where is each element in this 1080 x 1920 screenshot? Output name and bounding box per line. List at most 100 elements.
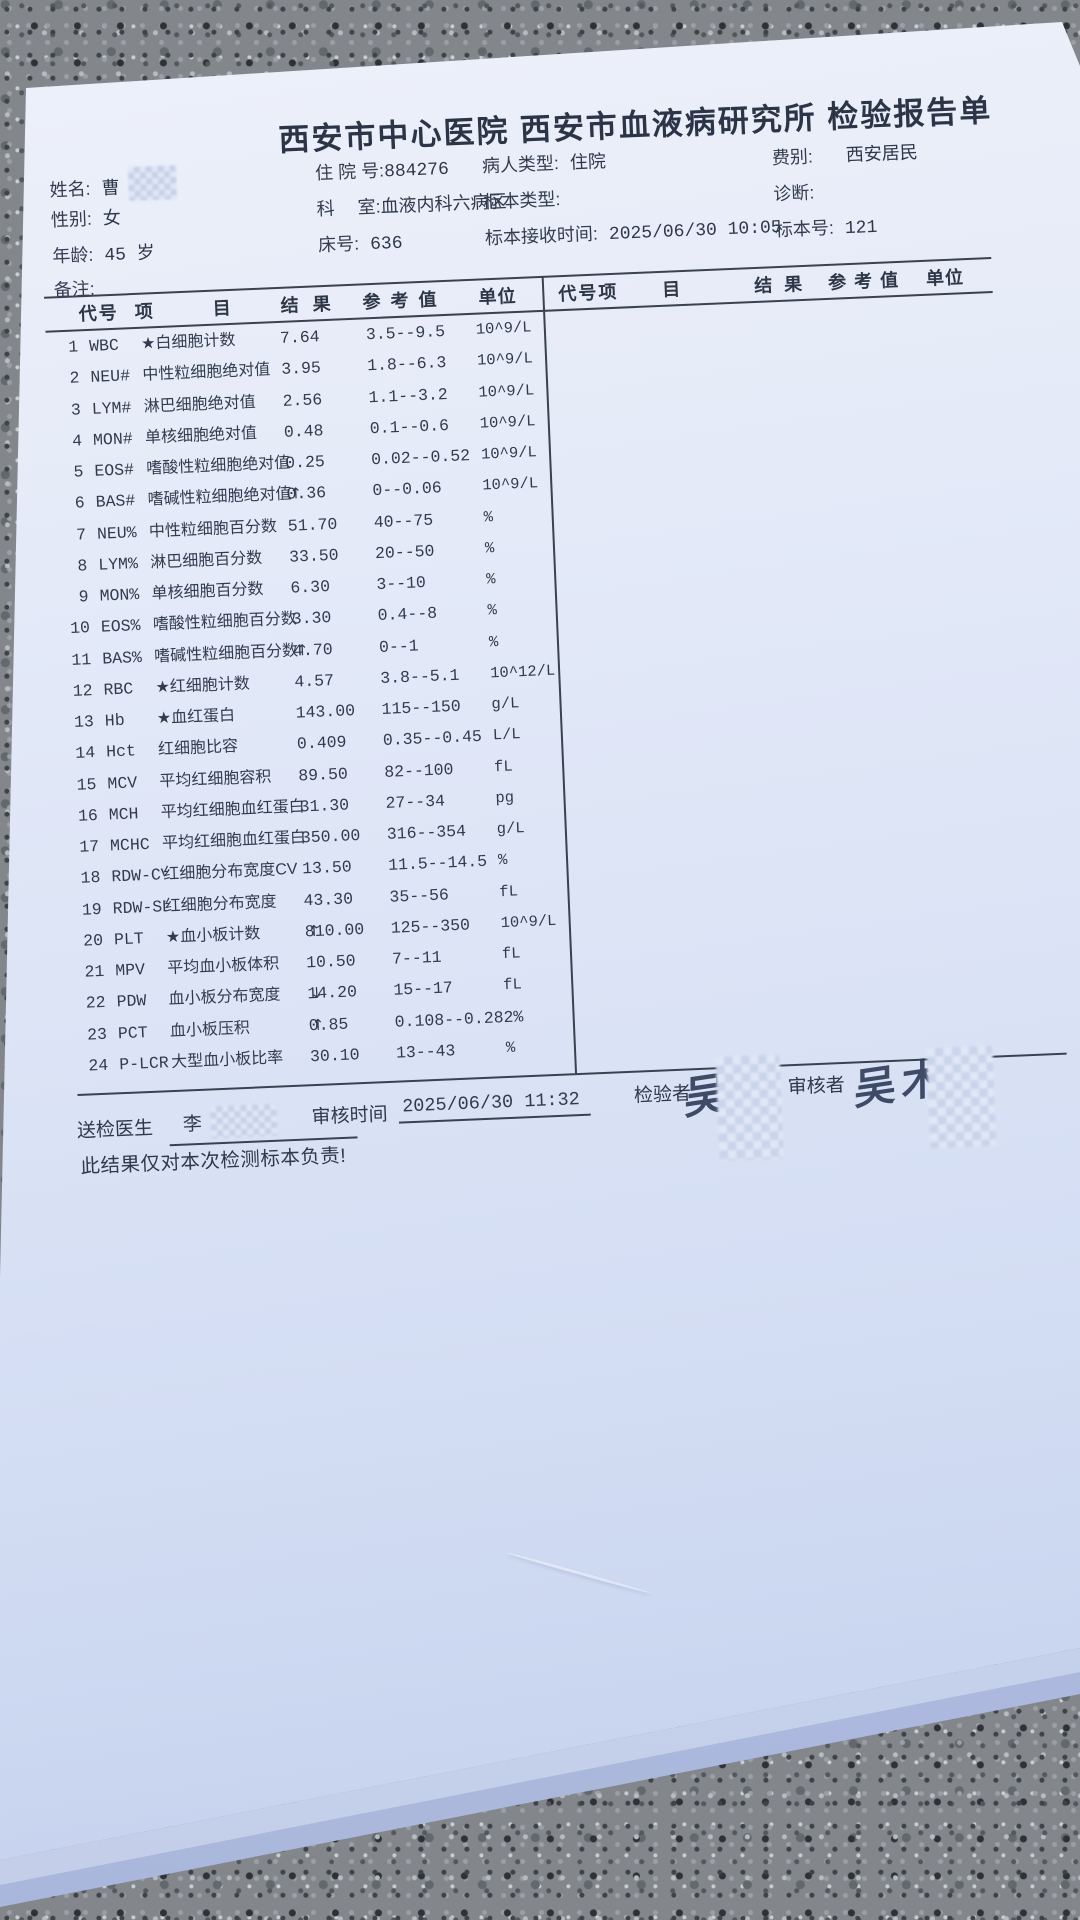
test-result: 31.30 [299, 791, 349, 822]
result-unit: % [484, 538, 495, 558]
fee-type-label: 费别: [771, 146, 814, 169]
result-value: 0.48 [283, 420, 324, 442]
test-result: 4.57 [294, 666, 334, 697]
test-result: 51.70 [287, 510, 337, 541]
row-number: 21 [84, 961, 105, 982]
test-result: 43.30 [303, 885, 353, 916]
result-unit: fL [502, 975, 523, 995]
row-number: 23 [86, 1024, 108, 1045]
result-unit: g/L [496, 819, 525, 839]
test-result: 33.50 [289, 541, 339, 572]
reference-range: 125--350 [390, 915, 471, 938]
review-time-label: 审核时间 [311, 1104, 389, 1129]
test-item-name: 平均红细胞容积 [159, 768, 272, 790]
row-number: 20 [82, 930, 104, 951]
test-code: NEU% [96, 522, 137, 544]
paper-crease [506, 1551, 652, 1595]
row-number: 7 [75, 524, 87, 545]
header-result-left: 结果 [280, 293, 345, 316]
row-number: 4 [71, 431, 83, 451]
received-time-field: 标本接收时间: 2025/06/30 10:05 [484, 212, 783, 250]
diagnosis-value [820, 182, 821, 202]
bed-no-value: 636 [369, 233, 403, 256]
result-unit: fL [493, 757, 514, 776]
test-item-name: ★红细胞计数 [155, 675, 251, 697]
department-label: 科 室: [316, 196, 381, 220]
bed-no-label: 床号: [317, 233, 360, 256]
test-code: PLT [113, 928, 145, 950]
test-result: 2.56 [282, 385, 322, 416]
test-result: 0.36 ↑ [286, 479, 326, 510]
result-value: 0.25 [284, 452, 326, 473]
result-unit: % [505, 1038, 516, 1057]
test-code: RBC [103, 679, 134, 700]
patient-sex-field: 性别: 女 [50, 203, 121, 232]
received-time-label: 标本接收时间: [484, 223, 599, 249]
test-result: 10.50 [306, 947, 356, 978]
result-unit: 10^9/L [480, 443, 538, 464]
result-unit: 10^9/L [478, 380, 535, 402]
patient-name-value: 曹 [101, 177, 120, 199]
result-unit: g/L [491, 694, 520, 714]
patient-age-value: 45 岁 [104, 244, 156, 267]
result-unit: % [497, 851, 508, 870]
results-table: 1 WBC ★白细胞计数 7.64 3.5--9.5 10^9/L 2 NEU#… [44, 291, 1080, 1083]
row-number: 2 [69, 368, 80, 388]
result-unit: 10^9/L [500, 911, 557, 932]
result-unit: 10^9/L [479, 412, 536, 433]
reference-range: 115--150 [381, 696, 462, 719]
test-item-name: 血小板分布宽度 [168, 986, 281, 1009]
test-item-name: ★白细胞计数 [140, 331, 236, 353]
result-value: 7.64 [279, 327, 320, 348]
test-item-name: 单核细胞绝对值 [144, 424, 258, 447]
test-result: 0.85 ↑ [308, 1010, 348, 1041]
reference-range: 3.8--5.1 [379, 665, 460, 688]
result-value: 10.50 [305, 951, 357, 973]
test-code: Hct [105, 741, 137, 762]
reference-range: 11.5--14.5 [387, 851, 488, 876]
result-unit: 10^9/L [476, 349, 534, 370]
test-item-name: ★血小板计数 [165, 925, 261, 946]
row-number: 6 [74, 493, 86, 513]
result-unit: 10^9/L [475, 318, 532, 339]
result-flag-arrow: ↑ [289, 484, 303, 503]
test-result: 14.20 ↓ [307, 979, 357, 1010]
reviewer-signature-redaction-blur [926, 1045, 997, 1149]
result-value: 89.50 [297, 763, 349, 786]
header-unit-left: 单位 [478, 285, 517, 308]
test-code: BAS% [101, 647, 143, 669]
reference-range: 0.02--0.52 [370, 446, 471, 470]
test-result: 4.70 ↑ [292, 635, 333, 666]
fee-type-value: 西安居民 [845, 142, 919, 166]
test-result: 350.00 [300, 822, 361, 853]
test-code: MPV [114, 960, 146, 981]
patient-age-field: 年龄: 45 岁 [52, 238, 155, 268]
result-value: 30.10 [309, 1044, 360, 1067]
row-number: 9 [78, 587, 90, 607]
reference-range: 0--1 [378, 635, 419, 657]
reference-range: 40--75 [373, 510, 434, 532]
result-unit: % [488, 632, 499, 651]
result-value: 2.56 [282, 389, 323, 411]
test-result: 0.25 [285, 448, 325, 479]
test-code: EOS# [93, 460, 135, 481]
bed-no-field: 床号: 636 [318, 228, 403, 258]
row-number: 5 [73, 462, 84, 482]
patient-type-field: 病人类型: 住院 [481, 147, 607, 178]
test-code: MCHC [109, 834, 151, 856]
test-code: PDW [116, 991, 147, 1012]
test-code: NEU# [90, 366, 131, 388]
row-number: 16 [77, 805, 99, 826]
row-number: 19 [81, 899, 103, 920]
specimen-no-field: 标本号: 121 [774, 212, 877, 242]
row-number: 1 [67, 337, 79, 357]
test-code: LYM# [91, 397, 132, 419]
test-code: RDW-SD [112, 896, 167, 918]
result-flag-arrow: ↑ [307, 921, 321, 940]
result-value: 13.50 [301, 857, 353, 879]
header-code-left: 代号 [78, 302, 120, 325]
reviewer-label: 审核者 [787, 1074, 846, 1099]
patient-sex-value: 女 [102, 207, 122, 229]
result-unit: 10^9/L [481, 474, 539, 495]
test-item-name: 单核细胞百分数 [151, 580, 264, 603]
